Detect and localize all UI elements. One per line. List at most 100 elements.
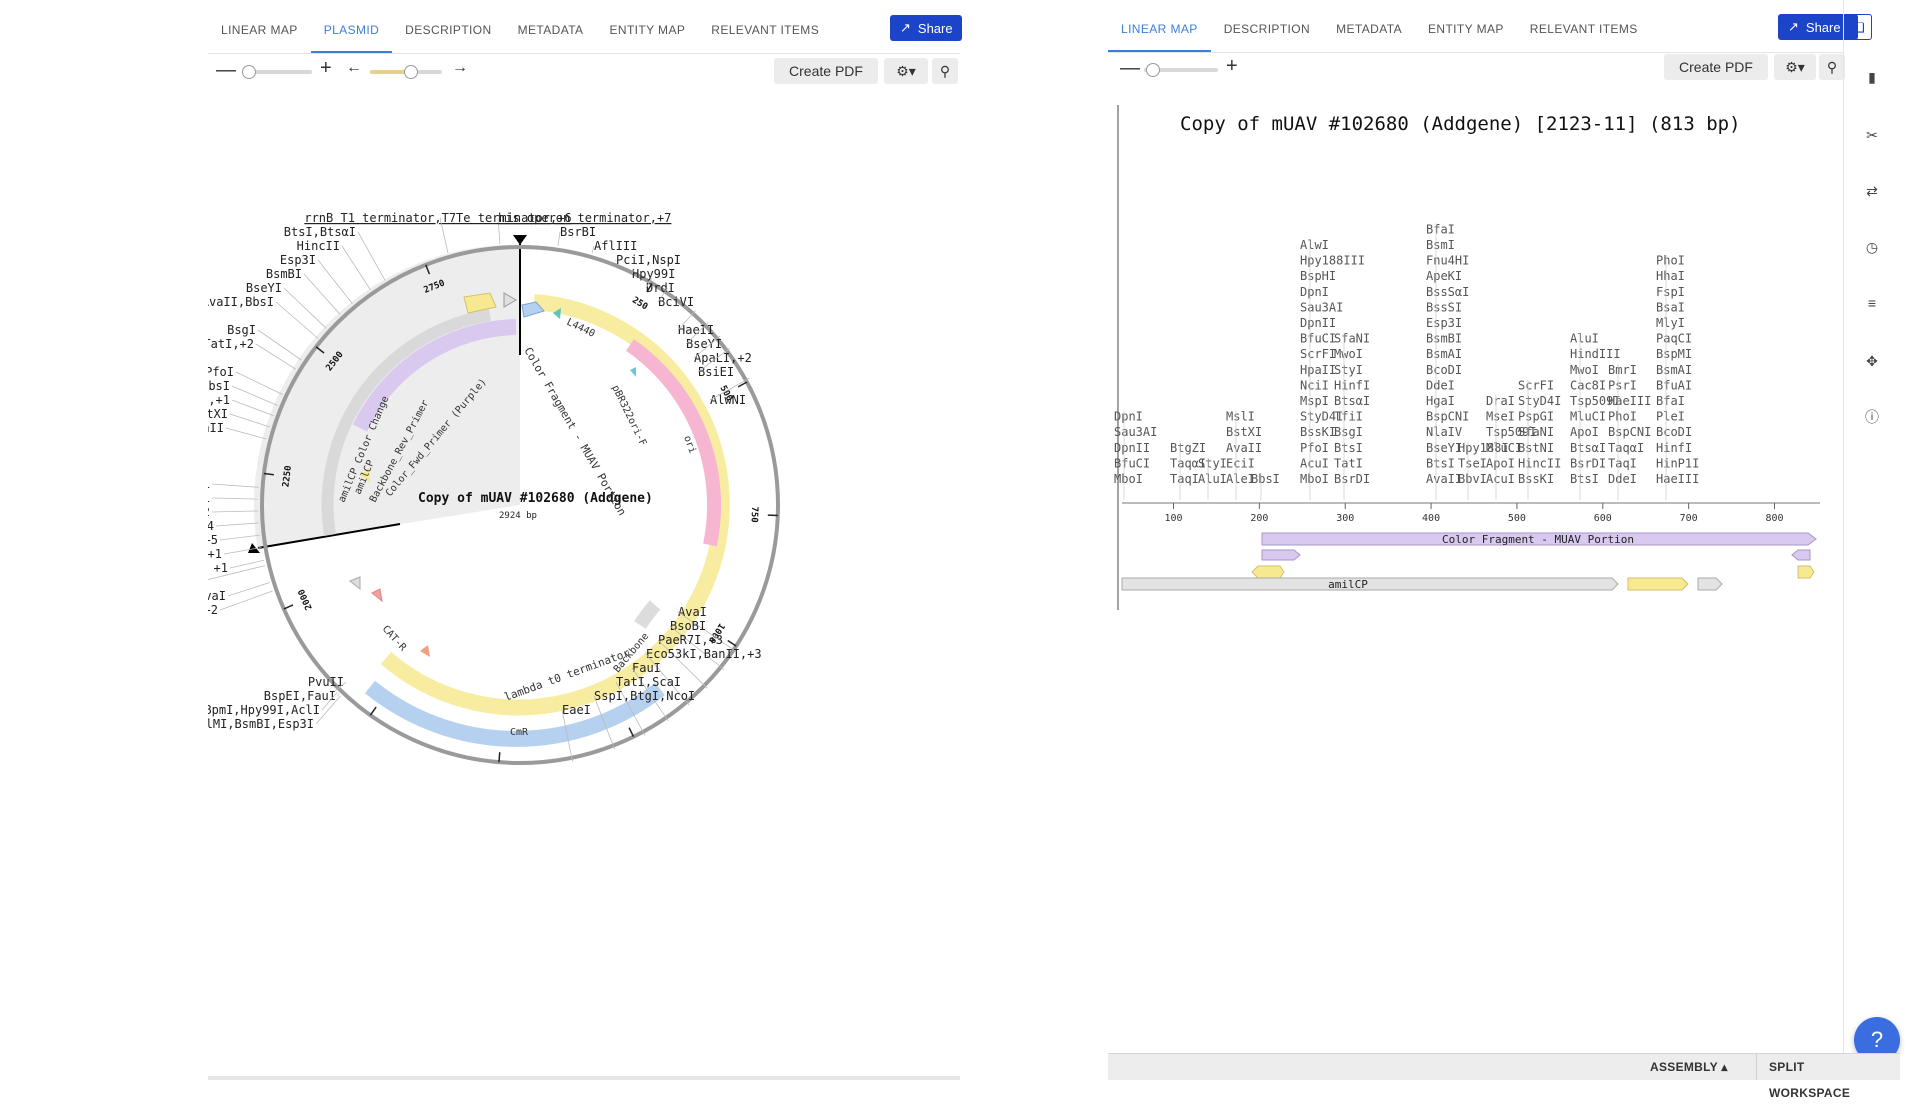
enzyme-cut-label[interactable]: MluCI (1486, 441, 1522, 455)
enzyme-cut-label[interactable]: DpnII (1300, 316, 1336, 330)
split-workspace-button[interactable]: SPLIT WORKSPACE (1756, 1054, 1900, 1080)
enzyme-cut-label[interactable]: BmrI (1608, 363, 1637, 377)
enzyme-label[interactable]: MslI,+2 (208, 603, 218, 617)
enzyme-cut-label[interactable]: HgaI (1426, 394, 1455, 408)
enzyme-label[interactable]: HincII (297, 239, 340, 253)
enzyme-cut-label[interactable]: TatI (1334, 456, 1363, 470)
enzyme-cut-label[interactable]: BtsαI (1570, 441, 1606, 455)
enzyme-cut-label[interactable]: MwoI (1570, 363, 1599, 377)
horizontal-scrollbar[interactable] (208, 1076, 960, 1080)
enzyme-cut-label[interactable]: MboI (1114, 472, 1143, 486)
tab-entity-map[interactable]: ENTITY MAP (596, 5, 698, 53)
feature-primer-bar[interactable] (1262, 550, 1300, 560)
enzyme-cut-label[interactable]: BfuCI (1300, 332, 1336, 346)
enzyme-cut-label[interactable]: HinP1I (1656, 456, 1699, 470)
enzyme-label[interactable]: Eco53kI,BanII,+3 (646, 647, 762, 661)
enzyme-cut-label[interactable]: BtgZI (1170, 441, 1206, 455)
enzyme-cut-label[interactable]: ApoI (1570, 425, 1599, 439)
enzyme-cut-label[interactable]: HindIII (1570, 347, 1621, 361)
zoom-slider[interactable] (1144, 68, 1218, 72)
enzyme-cut-label[interactable]: EciI (1226, 456, 1255, 470)
enzyme-cut-label[interactable]: DdeI (1608, 472, 1637, 486)
enzyme-label[interactable]: PaeR7I,+3 (658, 633, 723, 647)
enzyme-cut-label[interactable]: SfaNI (1334, 332, 1370, 346)
enzyme-cut-label[interactable]: AluI (1570, 332, 1599, 346)
enzyme-label[interactable]: PfoI (208, 365, 234, 379)
enzyme-cut-label[interactable]: BfuAI (1656, 378, 1692, 392)
enzyme-label[interactable]: AflIII (594, 239, 637, 253)
enzyme-cut-label[interactable]: HaeIII (1656, 472, 1699, 486)
enzyme-cut-label[interactable]: PleI (1656, 410, 1685, 424)
enzyme-cut-label[interactable]: PhoI (1656, 254, 1685, 268)
tab-description[interactable]: DESCRIPTION (392, 5, 504, 53)
enzyme-label[interactable]: +1 (208, 547, 222, 561)
enzyme-cut-label[interactable]: BcoDI (1656, 425, 1692, 439)
enzyme-cut-label[interactable]: TseI (1458, 456, 1487, 470)
enzyme-label[interactable]: +5 (208, 533, 218, 547)
enzyme-label[interactable]: +4 (208, 519, 214, 533)
enzyme-label[interactable]: PciI,NspI (616, 253, 681, 267)
enzyme-cut-label[interactable]: BspCNI (1426, 410, 1469, 424)
settings-dropdown-button[interactable]: ⚙▾ (1774, 54, 1816, 80)
share-button[interactable]: ↗ Share (890, 15, 962, 41)
tab-metadata[interactable]: METADATA (505, 5, 597, 53)
enzyme-cut-label[interactable]: PsrI (1608, 378, 1637, 392)
enzyme-cut-label[interactable]: BfaI (1656, 394, 1685, 408)
enzyme-cut-label[interactable]: DpnI (1300, 285, 1329, 299)
enzyme-cut-label[interactable]: AlwI (1300, 238, 1329, 252)
enzyme-cut-label[interactable]: TaqαI (1608, 441, 1644, 455)
enzyme-cut-label[interactable]: BspCNI (1608, 425, 1651, 439)
enzyme-cut-label[interactable]: PhoI (1608, 410, 1637, 424)
enzyme-label[interactable]: TatI,ScaI (616, 675, 681, 689)
zoom-in-icon[interactable]: + (1226, 56, 1238, 76)
enzyme-cut-label[interactable]: NlaIV (1426, 425, 1462, 439)
tab-metadata[interactable]: METADATA (1323, 4, 1415, 52)
zoom-slider-handle[interactable] (1146, 63, 1160, 77)
enzyme-cut-label[interactable]: BstNI (1518, 441, 1554, 455)
enzyme-cut-label[interactable]: StyI (1198, 456, 1227, 470)
zoom-slider[interactable] (242, 70, 312, 74)
enzyme-cut-label[interactable]: TaqI (1170, 472, 1199, 486)
enzyme-cut-label[interactable]: DpnI (1114, 410, 1143, 424)
enzyme-label[interactable]: AvaII (208, 421, 224, 435)
enzyme-cut-label[interactable]: DpnII (1114, 441, 1150, 455)
enzyme-cut-label[interactable]: DraI (1486, 394, 1515, 408)
enzyme-label[interactable]: TatI,+2 (208, 337, 254, 351)
enzyme-cut-label[interactable]: BsgI (1334, 425, 1363, 439)
enzyme-cut-label[interactable]: AluI (1198, 472, 1227, 486)
enzyme-label[interactable]: SspI,BtgI,NcoI (594, 689, 695, 703)
enzyme-label[interactable]: BseYI (246, 281, 282, 295)
enzyme-cut-label[interactable]: MboI (1300, 472, 1329, 486)
feature-yellow-bar[interactable] (1628, 578, 1688, 590)
enzyme-cut-label[interactable]: Fnu4HI (1426, 254, 1469, 268)
enzyme-cut-label[interactable]: BseYI (1426, 441, 1462, 455)
enzyme-cut-label[interactable]: BssKI (1300, 425, 1336, 439)
enzyme-cut-label[interactable]: ApoI (1486, 456, 1515, 470)
assembly-button[interactable]: ASSEMBLY ▴ (1638, 1054, 1740, 1080)
enzyme-label[interactable]: +1 (208, 491, 210, 505)
scissors-icon[interactable]: ✂ (1863, 126, 1881, 144)
enzyme-cut-label[interactable]: ApeKI (1426, 269, 1462, 283)
enzyme-label[interactable]: BsmBI (266, 267, 302, 281)
enzyme-label[interactable]: FauI (632, 661, 661, 675)
enzyme-cut-label[interactable]: BfuCI (1114, 456, 1150, 470)
enzyme-cut-label[interactable]: BtsI (1334, 441, 1363, 455)
enzyme-cut-label[interactable]: HhaI (1656, 269, 1685, 283)
enzyme-cut-label[interactable]: BbsI (1251, 472, 1280, 486)
enzyme-cut-label[interactable]: BsmAI (1656, 363, 1692, 377)
enzyme-cut-label[interactable]: StyD4I (1518, 394, 1561, 408)
enzyme-cut-label[interactable]: BtsαI (1334, 394, 1370, 408)
enzyme-cut-label[interactable]: HinfI (1656, 441, 1692, 455)
enzyme-cut-label[interactable]: PaqCI (1656, 332, 1692, 346)
enzyme-cut-label[interactable]: AcuI (1486, 472, 1515, 486)
enzyme-label[interactable]: MscI,PasI,PflMI,BsmBI,Esp3I (208, 717, 314, 731)
enzyme-label[interactable]: HaeII (678, 323, 714, 337)
tab-relevant-items[interactable]: RELEVANT ITEMS (698, 5, 832, 53)
enzyme-cut-label[interactable]: MluCI (1570, 410, 1606, 424)
enzyme-cut-label[interactable]: BsrDI (1570, 456, 1606, 470)
bookmark-icon[interactable]: ▮ (1863, 68, 1881, 86)
enzyme-label[interactable]: AvaI (678, 605, 707, 619)
enzyme-label[interactable]: Esp3I (280, 253, 316, 267)
enzyme-cut-label[interactable]: FspI (1656, 285, 1685, 299)
rotate-left-icon[interactable]: ← (346, 58, 362, 78)
